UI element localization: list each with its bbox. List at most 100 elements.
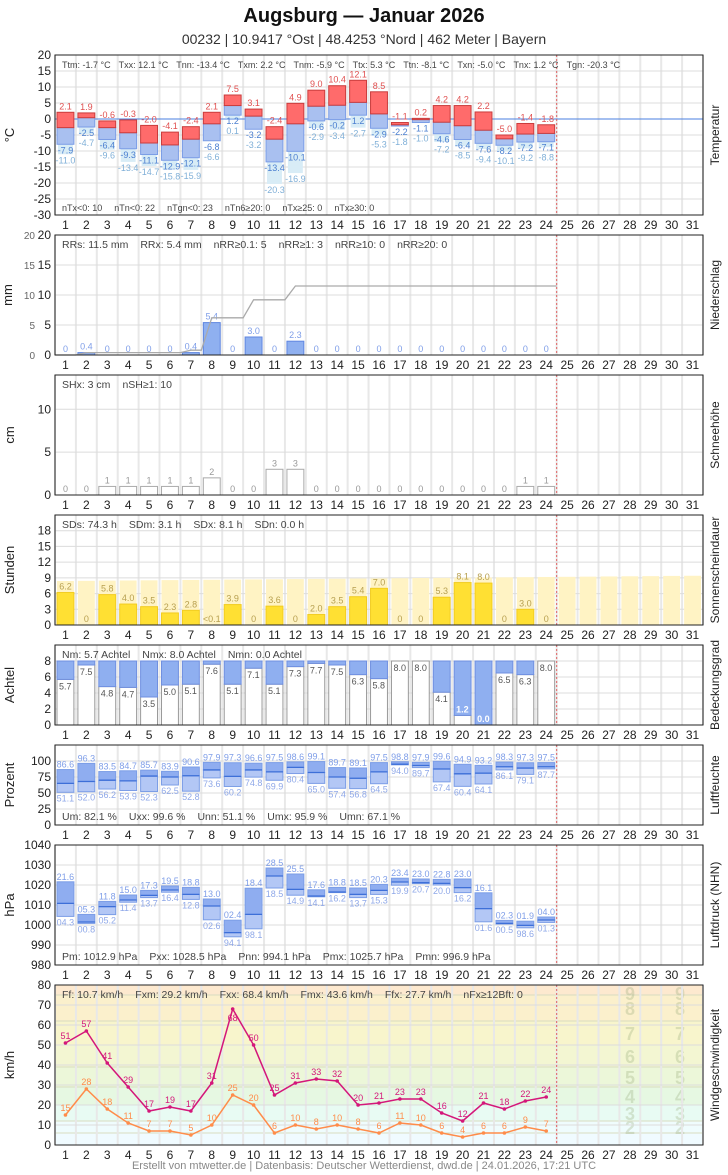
max-label: 02.3 (496, 910, 514, 920)
x-tick-label: 25 (560, 828, 574, 842)
mean-wind-label: 6 (376, 1121, 381, 1131)
x-tick-label: 26 (581, 218, 595, 232)
x-tick-label: 24 (540, 728, 554, 742)
stat-item: Txn: -5.0 °C (457, 60, 506, 70)
mean-wind-point (189, 1133, 193, 1137)
tmin-label: -2.5 (79, 128, 95, 138)
y-tick-label: 1030 (24, 858, 51, 872)
x-tick-label: 26 (581, 498, 595, 512)
sunshine-bar (432, 596, 451, 626)
min-label: 98.1 (245, 930, 263, 940)
gust-wind-label: 24 (541, 1085, 551, 1095)
stat-item: Fxm: 29.2 km/h (135, 989, 208, 1001)
cloud-cover-label: 4.8 (101, 689, 114, 699)
beaufort-digit: 3 (625, 1104, 635, 1124)
snow-label: 0 (439, 484, 444, 494)
x-tick-label: 28 (623, 1148, 637, 1162)
temperature-panel: 20151050-5-10-15-20-25-302.1-7.9-11.01.9… (2, 48, 722, 232)
cloud-cover-label: 6.3 (352, 677, 365, 687)
y-tick-label-cumulative: 20 (24, 231, 36, 242)
gust-wind-point (293, 1081, 298, 1085)
x-tick-label: 3 (104, 358, 111, 372)
x-tick-label: 11 (268, 968, 281, 982)
tmin-bar (307, 105, 326, 122)
possible-sunshine-bar (245, 579, 263, 625)
tmin-bar (140, 142, 159, 156)
lower-range-bar (181, 893, 200, 900)
snow-label: 1 (523, 475, 528, 485)
clear-sky-bar (181, 660, 200, 685)
mean-wind-label: 11 (395, 1111, 404, 1121)
tground-label: 0.1 (226, 126, 239, 136)
gust-wind-point (460, 1119, 465, 1123)
sunshine-label: 0 (293, 614, 298, 624)
beaufort-band (55, 1067, 703, 1087)
tmax-bar (98, 120, 117, 129)
x-tick-label: 20 (456, 1148, 470, 1162)
max-label: 17.3 (140, 880, 158, 890)
cloud-cover-label: 5.0 (164, 687, 177, 697)
y-tick-label: 80 (38, 978, 52, 992)
tmin-label: -6.4 (100, 140, 116, 150)
precipitation-label: 0 (397, 344, 402, 354)
x-tick-label: 29 (644, 1148, 658, 1162)
panel-label: Windgeschwindigkeit (708, 1008, 722, 1121)
y-tick-label: 10 (38, 80, 52, 94)
gust-wind-label: 29 (123, 1075, 133, 1085)
sunshine-bar (453, 582, 472, 626)
x-tick-label: 22 (498, 498, 512, 512)
x-tick-label: 24 (540, 1148, 554, 1162)
y-tick-label-cumulative: 5 (29, 321, 35, 332)
wind-stats: Ff: 10.7 km/h Fxm: 29.2 km/h Fxx: 68.4 km/… (62, 989, 523, 1001)
x-tick-label: 8 (208, 1148, 215, 1162)
upper-range-bar (77, 762, 96, 782)
mean-wind-label: 6 (272, 1121, 277, 1131)
x-tick-label: 7 (188, 1148, 195, 1162)
x-tick-label: 23 (519, 828, 533, 842)
snow-bar (202, 477, 221, 496)
x-tick-label: 23 (519, 728, 533, 742)
sunshine-label: 8.0 (477, 572, 490, 582)
min-label: 65.0 (308, 784, 326, 794)
gust-wind-label: 20 (353, 1093, 363, 1103)
stat-item: Nmn: 0.0 Achtel (228, 649, 302, 661)
y-axis-label: Achtel (2, 667, 17, 703)
mean-wind-point (481, 1131, 486, 1135)
clear-sky-bar (349, 660, 368, 676)
tmin-bar (181, 138, 200, 159)
max-label: 97.5 (370, 753, 388, 763)
clear-sky-bar (161, 660, 179, 686)
sunshine-bar (349, 596, 368, 626)
x-tick-label: 31 (686, 498, 700, 512)
x-tick-label: 9 (229, 628, 236, 642)
stat-item: SHx: 3 cm (62, 379, 111, 391)
mean-wind-point (419, 1123, 423, 1127)
x-tick-label: 30 (665, 968, 679, 982)
mean-wind-point (356, 1127, 360, 1131)
x-tick-label: 24 (540, 218, 554, 232)
tmax-label: 7.5 (226, 84, 239, 94)
x-tick-label: 1 (62, 498, 69, 512)
y-tick-label: 4 (44, 686, 51, 700)
possible-sunshine-bar (579, 576, 597, 625)
y-tick-label: 0 (44, 618, 51, 632)
x-tick-label: 3 (104, 498, 111, 512)
x-tick-label: 7 (188, 728, 195, 742)
max-label: 86.6 (57, 760, 75, 770)
sunshine-bar (265, 605, 284, 626)
clear-sky-bar (265, 660, 284, 685)
sunshine-bar (161, 612, 179, 626)
gust-wind-label: 25 (269, 1083, 279, 1093)
x-tick-label: 15 (351, 728, 365, 742)
y-tick-label: 9 (44, 571, 51, 585)
tmax-label: -1.4 (518, 112, 534, 122)
upper-range-bar (202, 898, 221, 907)
x-tick-label: 22 (498, 1148, 512, 1162)
x-tick-label: 28 (623, 728, 637, 742)
tmin-label: 1.2 (226, 116, 239, 126)
x-tick-label: 10 (247, 218, 261, 232)
stat-item: Tnn: -13.4 °C (176, 60, 230, 70)
snow-label: 0 (63, 484, 68, 494)
beaufort-digit: 8 (625, 999, 635, 1019)
snow-bar (140, 485, 159, 496)
